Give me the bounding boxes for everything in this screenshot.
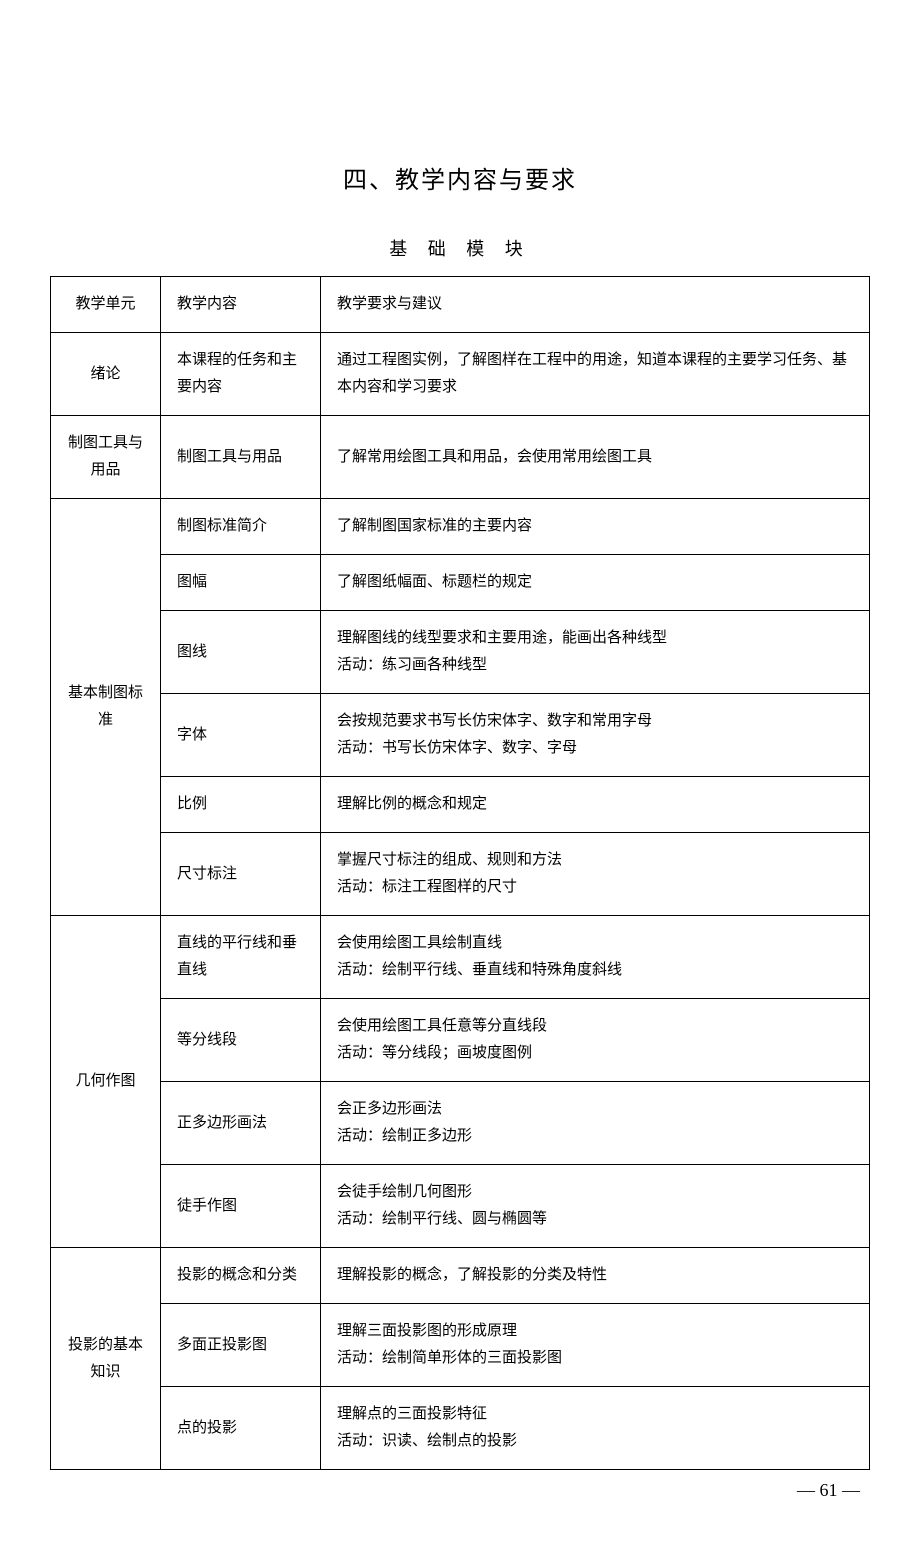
cell-unit: 投影的基本知识: [51, 1248, 161, 1470]
cell-unit: 绪论: [51, 333, 161, 416]
table-row: 比例理解比例的概念和规定: [51, 777, 870, 833]
section-title: 四、教学内容与要求: [50, 160, 870, 195]
table-row: 尺寸标注掌握尺寸标注的组成、规则和方法 活动：标注工程图样的尺寸: [51, 833, 870, 916]
cell-unit: 制图工具与用品: [51, 416, 161, 499]
page-number: — 61 —: [50, 1480, 870, 1501]
cell-content: 制图工具与用品: [161, 416, 321, 499]
cell-content: 本课程的任务和主要内容: [161, 333, 321, 416]
table-row: 字体会按规范要求书写长仿宋体字、数字和常用字母 活动：书写长仿宋体字、数字、字母: [51, 694, 870, 777]
table-header-row: 教学单元 教学内容 教学要求与建议: [51, 277, 870, 333]
table-row: 点的投影理解点的三面投影特征 活动：识读、绘制点的投影: [51, 1387, 870, 1470]
cell-requirement: 理解三面投影图的形成原理 活动：绘制简单形体的三面投影图: [321, 1304, 870, 1387]
cell-content: 等分线段: [161, 999, 321, 1082]
cell-requirement: 理解比例的概念和规定: [321, 777, 870, 833]
table-row: 多面正投影图理解三面投影图的形成原理 活动：绘制简单形体的三面投影图: [51, 1304, 870, 1387]
cell-requirement: 会徒手绘制几何图形 活动：绘制平行线、圆与椭圆等: [321, 1165, 870, 1248]
cell-content: 尺寸标注: [161, 833, 321, 916]
cell-requirement: 会按规范要求书写长仿宋体字、数字和常用字母 活动：书写长仿宋体字、数字、字母: [321, 694, 870, 777]
cell-content: 字体: [161, 694, 321, 777]
cell-content: 制图标准简介: [161, 499, 321, 555]
cell-requirement: 理解图线的线型要求和主要用途，能画出各种线型 活动：练习画各种线型: [321, 611, 870, 694]
table-row: 徒手作图会徒手绘制几何图形 活动：绘制平行线、圆与椭圆等: [51, 1165, 870, 1248]
table-row: 基本制图标准制图标准简介了解制图国家标准的主要内容: [51, 499, 870, 555]
cell-content: 点的投影: [161, 1387, 321, 1470]
cell-content: 图线: [161, 611, 321, 694]
cell-requirement: 会使用绘图工具绘制直线 活动：绘制平行线、垂直线和特殊角度斜线: [321, 916, 870, 999]
cell-requirement: 理解点的三面投影特征 活动：识读、绘制点的投影: [321, 1387, 870, 1470]
table-row: 绪论本课程的任务和主要内容通过工程图实例，了解图样在工程中的用途，知道本课程的主…: [51, 333, 870, 416]
table-row: 制图工具与用品制图工具与用品了解常用绘图工具和用品，会使用常用绘图工具: [51, 416, 870, 499]
table-row: 等分线段会使用绘图工具任意等分直线段 活动：等分线段；画坡度图例: [51, 999, 870, 1082]
header-unit: 教学单元: [51, 277, 161, 333]
cell-requirement: 通过工程图实例，了解图样在工程中的用途，知道本课程的主要学习任务、基本内容和学习…: [321, 333, 870, 416]
cell-requirement: 理解投影的概念，了解投影的分类及特性: [321, 1248, 870, 1304]
cell-unit: 几何作图: [51, 916, 161, 1248]
cell-unit: 基本制图标准: [51, 499, 161, 916]
subtitle: 基 础 模 块: [50, 235, 870, 261]
table-row: 正多边形画法会正多边形画法 活动：绘制正多边形: [51, 1082, 870, 1165]
cell-requirement: 掌握尺寸标注的组成、规则和方法 活动：标注工程图样的尺寸: [321, 833, 870, 916]
cell-requirement: 会正多边形画法 活动：绘制正多边形: [321, 1082, 870, 1165]
table-body: 绪论本课程的任务和主要内容通过工程图实例，了解图样在工程中的用途，知道本课程的主…: [51, 333, 870, 1470]
cell-content: 徒手作图: [161, 1165, 321, 1248]
table-row: 图线理解图线的线型要求和主要用途，能画出各种线型 活动：练习画各种线型: [51, 611, 870, 694]
cell-content: 正多边形画法: [161, 1082, 321, 1165]
cell-content: 投影的概念和分类: [161, 1248, 321, 1304]
cell-content: 直线的平行线和垂直线: [161, 916, 321, 999]
cell-requirement: 了解图纸幅面、标题栏的规定: [321, 555, 870, 611]
header-content: 教学内容: [161, 277, 321, 333]
cell-requirement: 会使用绘图工具任意等分直线段 活动：等分线段；画坡度图例: [321, 999, 870, 1082]
table-row: 几何作图直线的平行线和垂直线会使用绘图工具绘制直线 活动：绘制平行线、垂直线和特…: [51, 916, 870, 999]
header-requirement: 教学要求与建议: [321, 277, 870, 333]
curriculum-table: 教学单元 教学内容 教学要求与建议 绪论本课程的任务和主要内容通过工程图实例，了…: [50, 276, 870, 1470]
table-row: 图幅了解图纸幅面、标题栏的规定: [51, 555, 870, 611]
cell-content: 图幅: [161, 555, 321, 611]
cell-requirement: 了解制图国家标准的主要内容: [321, 499, 870, 555]
cell-content: 比例: [161, 777, 321, 833]
table-row: 投影的基本知识投影的概念和分类理解投影的概念，了解投影的分类及特性: [51, 1248, 870, 1304]
cell-requirement: 了解常用绘图工具和用品，会使用常用绘图工具: [321, 416, 870, 499]
cell-content: 多面正投影图: [161, 1304, 321, 1387]
